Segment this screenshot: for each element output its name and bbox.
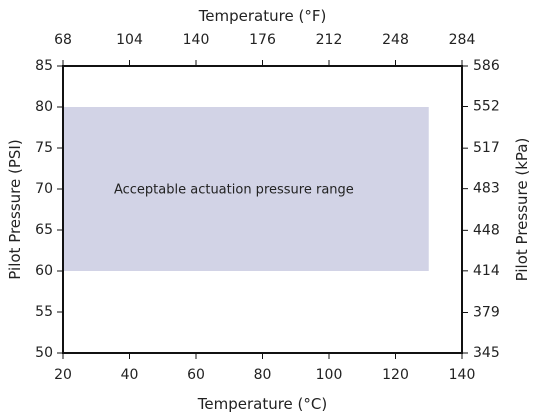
- x-bottom-tick-label: 140: [449, 367, 476, 383]
- y-left-tick-label: 65: [35, 222, 53, 238]
- x-bottom-tick-label: 100: [316, 367, 343, 383]
- x-bottom-tick-label: 20: [54, 367, 72, 383]
- x-top-tick-label: 212: [316, 32, 343, 48]
- region-label: Acceptable actuation pressure range: [114, 183, 354, 198]
- y-left-tick-label: 80: [35, 99, 53, 115]
- x-top-tick-label: 176: [249, 32, 276, 48]
- y-right-tick-label: 379: [473, 305, 500, 321]
- y-left-tick-label: 55: [35, 304, 53, 320]
- x-top-tick-label: 284: [449, 32, 476, 48]
- y-left-tick-label: 75: [35, 140, 53, 156]
- y-right-axis-title: Pilot Pressure (kPa): [513, 138, 531, 282]
- x-top-tick-label: 68: [54, 32, 72, 48]
- x-top-tick-label: 140: [183, 32, 210, 48]
- y-left-tick-label: 60: [35, 263, 53, 279]
- x-bottom-axis-title: Temperature (°C): [197, 395, 327, 413]
- x-bottom-tick-label: 60: [187, 367, 205, 383]
- y-right-tick-label: 552: [473, 98, 500, 114]
- acceptable-range-region: [63, 107, 429, 271]
- y-right-tick-label: 345: [473, 345, 500, 361]
- y-left-tick-label: 50: [35, 345, 53, 361]
- x-top-tick-label: 248: [382, 32, 409, 48]
- x-bottom-tick-label: 120: [382, 367, 409, 383]
- x-bottom-tick-label: 80: [254, 367, 272, 383]
- y-right-tick-label: 586: [473, 58, 500, 74]
- y-right-tick-label: 517: [473, 140, 500, 156]
- y-right-tick-label: 414: [473, 263, 500, 279]
- y-left-tick-label: 85: [35, 58, 53, 74]
- y-left-tick-label: 70: [35, 181, 53, 197]
- x-top-tick-label: 104: [116, 32, 143, 48]
- x-top-axis-title: Temperature (°F): [198, 7, 327, 25]
- y-right-tick-label: 448: [473, 222, 500, 238]
- y-right-tick-label: 483: [473, 181, 500, 197]
- y-left-axis-title: Pilot Pressure (PSI): [6, 139, 24, 279]
- x-bottom-tick-label: 40: [121, 367, 139, 383]
